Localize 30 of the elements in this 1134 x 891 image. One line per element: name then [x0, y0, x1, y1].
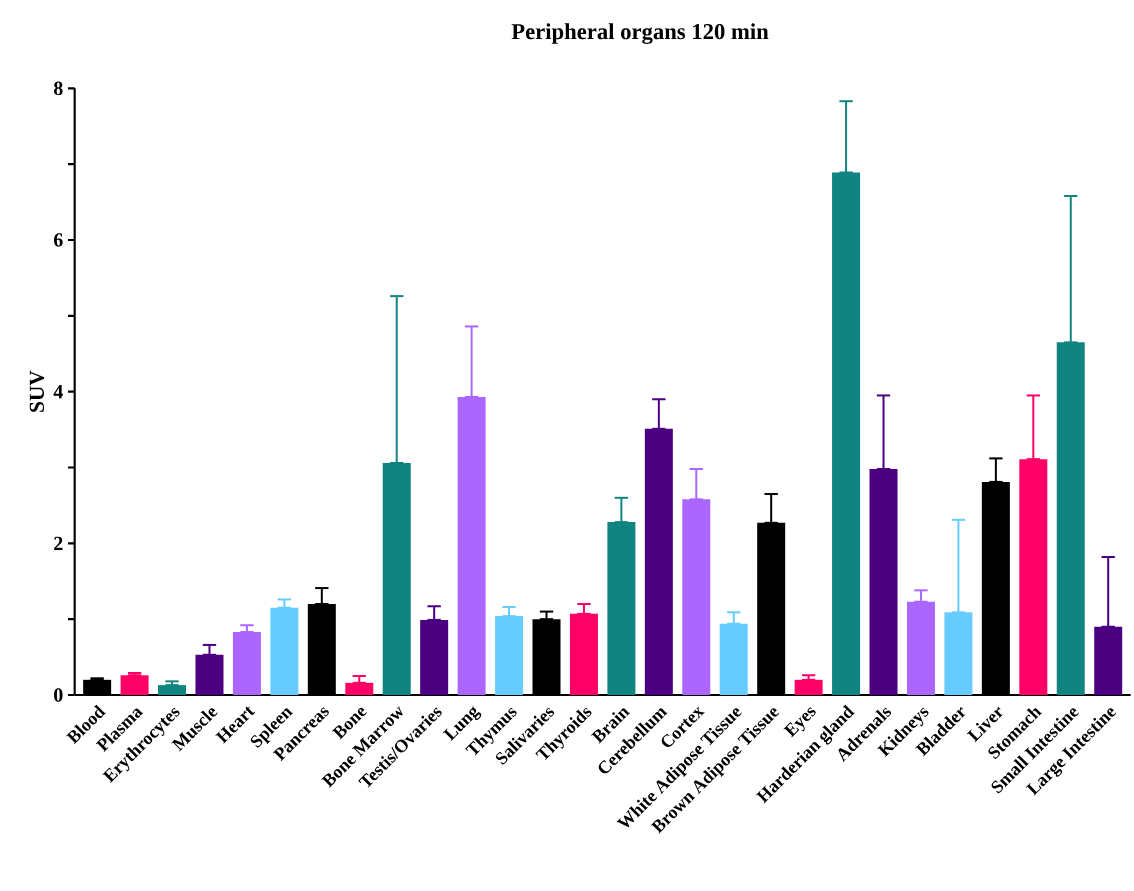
chart-title: Peripheral organs 120 min [511, 23, 769, 45]
bar [382, 462, 411, 695]
bar [682, 499, 711, 695]
bar [869, 469, 898, 695]
y-tick-label: 4 [53, 385, 63, 399]
y-axis-title: SUV [29, 370, 45, 412]
bar [270, 607, 299, 695]
bar [158, 685, 187, 695]
bar [719, 623, 748, 695]
bar [495, 616, 524, 695]
y-tick-label: 2 [54, 536, 63, 550]
bar [457, 396, 486, 695]
bar [195, 654, 224, 695]
bar [120, 675, 149, 695]
bar [232, 632, 261, 695]
y-tick-label: 8 [53, 81, 63, 96]
bar [794, 679, 823, 695]
bar [607, 522, 636, 695]
bar [420, 619, 449, 695]
y-tick-label: 0 [54, 688, 63, 702]
bar [832, 172, 861, 695]
y-tick-label: 6 [53, 233, 63, 247]
bar [1056, 342, 1085, 695]
bar [906, 601, 935, 695]
bar [644, 428, 673, 695]
bar [1019, 459, 1048, 695]
bar [569, 613, 598, 695]
bar [944, 612, 973, 695]
bar [1094, 626, 1123, 695]
bar [345, 682, 374, 695]
